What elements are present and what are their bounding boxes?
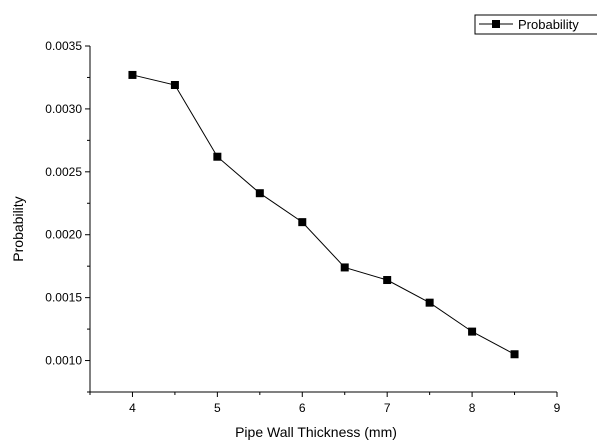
axes <box>89 46 557 393</box>
legend-label: Probability <box>518 17 579 32</box>
x-tick-label: 8 <box>469 401 476 415</box>
legend-box <box>474 14 597 35</box>
data-point <box>383 276 392 285</box>
y-axis-ticks: 0.0010 0.0015 0.0020 0.0025 0.0030 0.0035 <box>45 39 90 393</box>
y-tick-label: 0.0015 <box>45 291 82 305</box>
plot-area <box>128 70 519 359</box>
y-tick-label: 0.0010 <box>45 354 82 368</box>
data-point <box>425 298 434 307</box>
data-point <box>170 81 179 90</box>
data-point <box>128 70 137 79</box>
y-tick-label: 0.0035 <box>45 39 82 53</box>
data-point <box>213 152 222 161</box>
y-tick-label: 0.0020 <box>45 228 82 242</box>
data-point <box>255 189 264 198</box>
x-tick-label: 7 <box>384 401 391 415</box>
data-point <box>298 218 307 227</box>
y-tick-label: 0.0025 <box>45 165 82 179</box>
x-axis-ticks: 4 5 6 7 8 9 <box>89 392 561 415</box>
x-tick-label: 5 <box>214 401 221 415</box>
data-point <box>468 327 477 336</box>
legend: Probability <box>474 14 597 35</box>
data-point <box>510 350 519 359</box>
data-point <box>340 263 349 272</box>
x-tick-label: 6 <box>299 401 306 415</box>
legend-marker-icon <box>492 20 500 28</box>
series-line <box>132 74 515 355</box>
x-axis-title: Pipe Wall Thickness (mm) <box>235 424 397 440</box>
x-tick-label: 4 <box>129 401 136 415</box>
y-tick-label: 0.0030 <box>45 102 82 116</box>
y-axis-title: Probability <box>10 196 26 261</box>
x-tick-label: 9 <box>554 401 561 415</box>
